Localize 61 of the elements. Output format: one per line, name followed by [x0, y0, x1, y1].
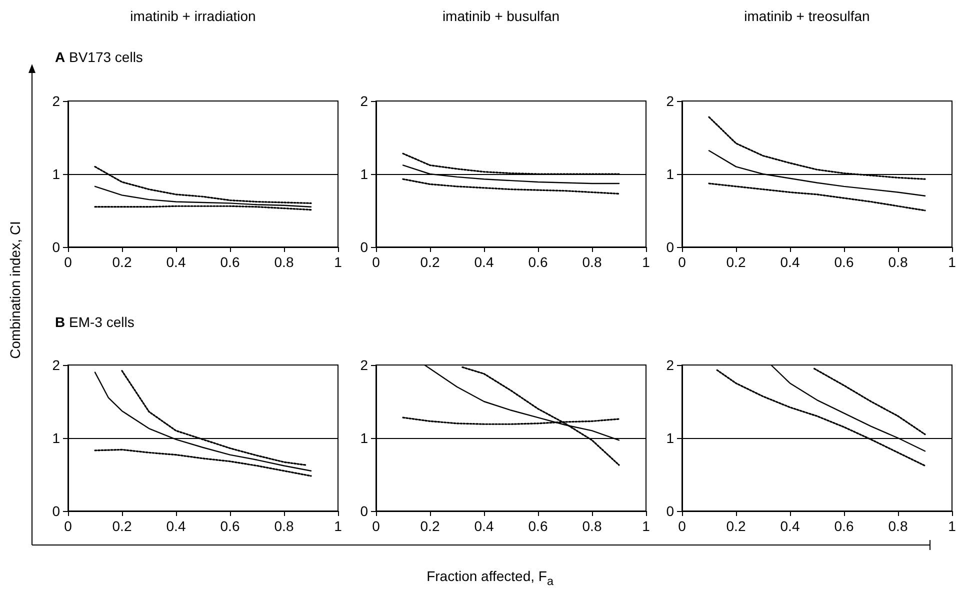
- y-tick-label: 0: [666, 503, 674, 519]
- x-tick-label: 0.8: [274, 254, 294, 270]
- x-tick-label: 0.4: [474, 254, 494, 270]
- y-tick-label: 2: [52, 93, 60, 109]
- x-tick-label: 1: [948, 518, 956, 534]
- x-tick-label: 0.6: [528, 518, 548, 534]
- x-tick-label: 0.6: [834, 518, 854, 534]
- x-tick-label: 0.2: [112, 518, 132, 534]
- x-tick-label: 0: [678, 518, 686, 534]
- y-axis-title: Combination index, CI: [7, 221, 23, 359]
- y-tick-label: 0: [360, 239, 368, 255]
- chart-title: imatinib + busulfan: [442, 8, 560, 24]
- x-tick-label: 0.8: [888, 254, 908, 270]
- x-tick-label: 0.2: [726, 518, 746, 534]
- x-tick-label: 0.4: [780, 254, 800, 270]
- y-tick-label: 0: [666, 239, 674, 255]
- x-tick-label: 0.2: [726, 254, 746, 270]
- y-tick-label: 2: [52, 357, 60, 373]
- y-tick-label: 1: [666, 430, 674, 446]
- x-tick-label: 0.2: [420, 518, 440, 534]
- y-tick-label: 0: [52, 503, 60, 519]
- x-tick-label: 1: [334, 518, 342, 534]
- x-tick-label: 0.8: [274, 518, 294, 534]
- chart-title: imatinib + treosulfan: [744, 8, 870, 24]
- x-tick-label: 1: [642, 518, 650, 534]
- x-tick-label: 0.8: [888, 518, 908, 534]
- text: A BV173 cells: [55, 49, 143, 65]
- y-tick-label: 1: [360, 430, 368, 446]
- x-tick-label: 0: [64, 254, 72, 270]
- x-tick-label: 0.6: [834, 254, 854, 270]
- y-tick-label: 1: [52, 430, 60, 446]
- x-tick-label: 0: [372, 518, 380, 534]
- x-tick-label: 1: [334, 254, 342, 270]
- x-tick-label: 0.4: [166, 518, 186, 534]
- x-tick-label: 0.2: [420, 254, 440, 270]
- y-tick-label: 1: [52, 166, 60, 182]
- y-tick-label: 1: [360, 166, 368, 182]
- x-tick-label: 0.6: [220, 518, 240, 534]
- x-tick-label: 1: [642, 254, 650, 270]
- x-tick-label: 0.2: [112, 254, 132, 270]
- x-axis-title: Fraction affected, F$_{a}$: [426, 568, 554, 588]
- y-tick-label: 2: [666, 93, 674, 109]
- text: B EM-3 cells: [55, 314, 134, 330]
- y-tick-label: 0: [52, 239, 60, 255]
- x-tick-label: 0.4: [780, 518, 800, 534]
- x-tick-label: 0.4: [474, 518, 494, 534]
- x-tick-label: 0.6: [220, 254, 240, 270]
- x-tick-label: 0.8: [582, 518, 602, 534]
- x-tick-label: 0: [678, 254, 686, 270]
- chart-title: imatinib + irradiation: [130, 8, 256, 24]
- x-tick-label: 0: [64, 518, 72, 534]
- y-tick-label: 2: [666, 357, 674, 373]
- x-tick-label: 1: [948, 254, 956, 270]
- y-tick-label: 2: [360, 93, 368, 109]
- y-tick-label: 2: [360, 357, 368, 373]
- y-tick-label: 0: [360, 503, 368, 519]
- x-tick-label: 0.6: [528, 254, 548, 270]
- x-tick-label: 0.8: [582, 254, 602, 270]
- x-tick-label: 0.4: [166, 254, 186, 270]
- x-tick-label: 0: [372, 254, 380, 270]
- y-tick-label: 1: [666, 166, 674, 182]
